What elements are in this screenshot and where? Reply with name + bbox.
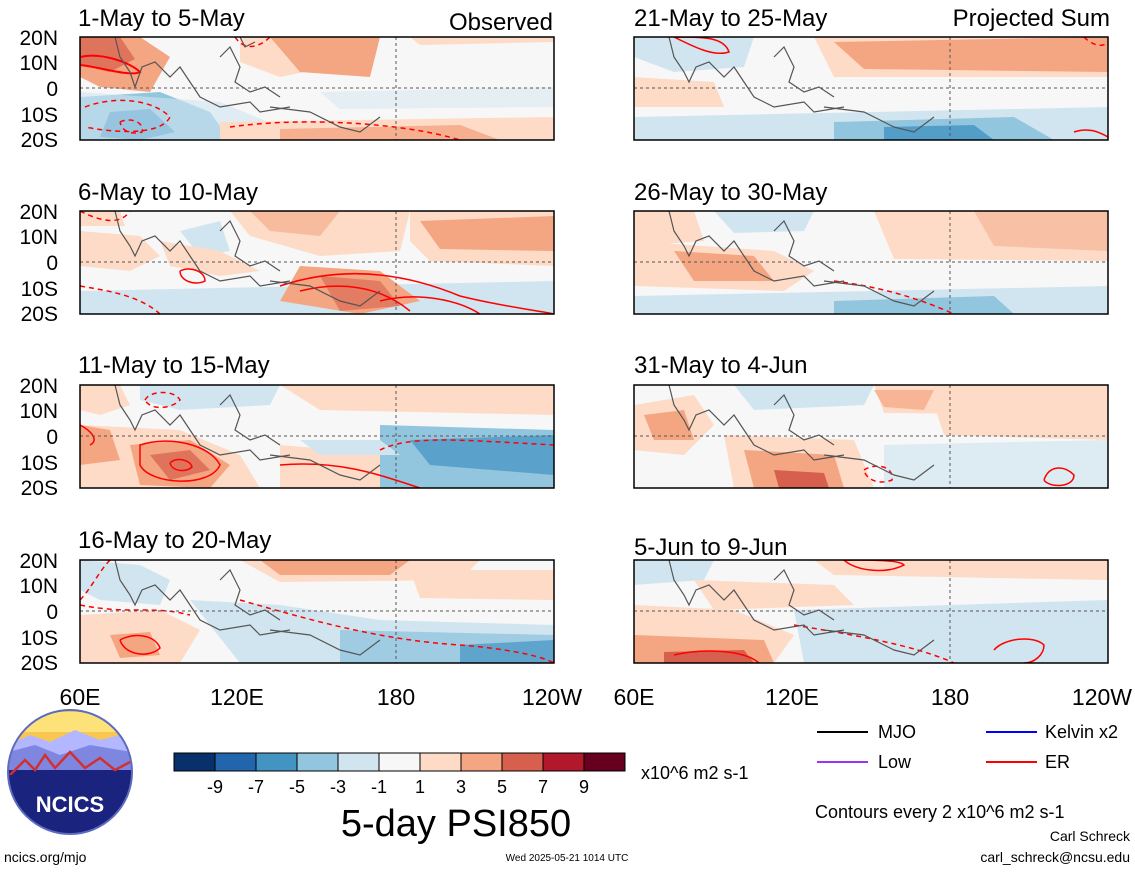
lat-label: 0 [46,78,58,101]
lat-label: 20S [21,652,58,675]
legend-label-er: ER [1045,752,1070,772]
lat-label: 10N [19,400,58,423]
lon-label: 120W [1072,684,1132,710]
panel-3: 11-May to 15-May [78,352,555,489]
lat-label: 10N [19,575,58,598]
colorbar-cell [542,752,585,772]
logo-text: NCICS [36,792,104,817]
chart-title: 5-day PSI850 [341,803,571,845]
lat-label: 20N [19,375,58,398]
lat-labels-left: 20N 10N 0 10S 20S 20N 10N 0 10S 20S 20N … [19,27,58,675]
colorbar-cell [173,752,216,772]
colorbar-tick-label: 1 [415,777,425,797]
colorbar: -9 -7 -5 -3 -1 1 3 5 7 9 x10^6 m2 s-1 [173,752,749,797]
panel-4-title: 16-May to 20-May [78,527,271,554]
ncics-logo: NCICS [7,709,133,835]
lon-label: 120E [765,684,819,710]
legend: MJO Kelvin x2 Low ER [817,722,1118,772]
panel-5: 21-May to 25-May Projected Sum [633,5,1110,141]
lon-label: 60E [60,684,101,710]
panel-4: 16-May to 20-May [78,527,555,664]
lat-label: 10N [19,52,58,75]
panel-5-tag: Projected Sum [953,5,1110,32]
panel-1-tag: Observed [449,9,553,36]
colorbar-tick-label: -5 [289,777,305,797]
colorbar-tick-label: -3 [330,777,346,797]
lat-label: 20N [19,201,58,224]
lat-label: 20N [19,550,58,573]
panel-2-title: 6-May to 10-May [78,179,258,206]
lat-label: 20S [21,477,58,500]
colorbar-tick-label: 7 [538,777,548,797]
lat-label: 10S [21,452,58,475]
panel-7-map [633,384,1109,489]
lat-label: 10N [19,226,58,249]
lat-label: 20S [21,303,58,326]
legend-label-kelvin: Kelvin x2 [1045,722,1118,742]
contour-note: Contours every 2 x10^6 m2 s-1 [815,802,1065,822]
colorbar-cell [378,752,421,772]
lat-label: 20N [19,27,58,50]
panel-3-title: 11-May to 15-May [78,352,270,379]
colorbar-tick-label: 3 [456,777,466,797]
lat-label: 0 [46,252,58,275]
colorbar-cells [173,752,626,772]
colorbar-tick-label: 9 [579,777,589,797]
panel-1-title: 1-May to 5-May [78,5,245,32]
author: Carl Schreck [1050,828,1131,844]
panel-5-map [633,36,1109,141]
lon-label: 180 [931,684,969,710]
colorbar-tick-label: -9 [207,777,223,797]
lat-label: 20S [21,129,58,152]
colorbar-units: x10^6 m2 s-1 [641,763,749,783]
colorbar-cell [583,752,626,772]
colorbar-tick-labels: -9 -7 -5 -3 -1 1 3 5 7 9 [207,777,589,797]
panel-2-map [79,210,555,315]
panel-6-map [633,210,1109,315]
lon-labels: 60E 120E 180 120W 60E 120E 180 120W [60,684,1133,710]
colorbar-cell [460,752,503,772]
colorbar-cell [255,752,298,772]
lon-label: 120E [210,684,264,710]
lat-label: 10S [21,278,58,301]
panel-6-title: 26-May to 30-May [634,179,827,206]
panel-4-map [79,559,555,664]
panel-2: 6-May to 10-May [78,179,555,315]
lat-label: 0 [46,426,58,449]
site-url: ncics.org/mjo [4,849,87,865]
lat-label: 10S [21,104,58,127]
panel-5-title: 21-May to 25-May [634,5,827,32]
lon-label: 60E [614,684,655,710]
panel-6: 26-May to 30-May [633,179,1109,315]
panel-8-title: 5-Jun to 9-Jun [634,534,787,561]
panel-8-map [633,559,1109,664]
colorbar-cell [214,752,257,772]
lon-label: 180 [377,684,415,710]
colorbar-cell [296,752,339,772]
panel-7: 31-May to 4-Jun [633,352,1109,489]
colorbar-tick-label: -1 [371,777,387,797]
legend-label-low: Low [878,752,912,772]
panel-8: 5-Jun to 9-Jun [633,534,1109,664]
colorbar-cell [337,752,380,772]
colorbar-cell [419,752,462,772]
email: carl_schreck@ncsu.edu [980,849,1130,865]
colorbar-tick-label: -7 [248,777,264,797]
legend-label-mjo: MJO [878,722,916,742]
colorbar-tick-label: 5 [497,777,507,797]
panel-3-map [79,384,555,489]
lat-label: 10S [21,627,58,650]
panel-1-map [79,36,555,141]
panel-7-title: 31-May to 4-Jun [634,352,807,379]
timestamp: Wed 2025-05-21 1014 UTC [506,853,629,864]
lon-label: 120W [522,684,582,710]
lat-label: 0 [46,601,58,624]
colorbar-cell [501,752,544,772]
panel-1: 1-May to 5-May Observed [78,5,555,141]
